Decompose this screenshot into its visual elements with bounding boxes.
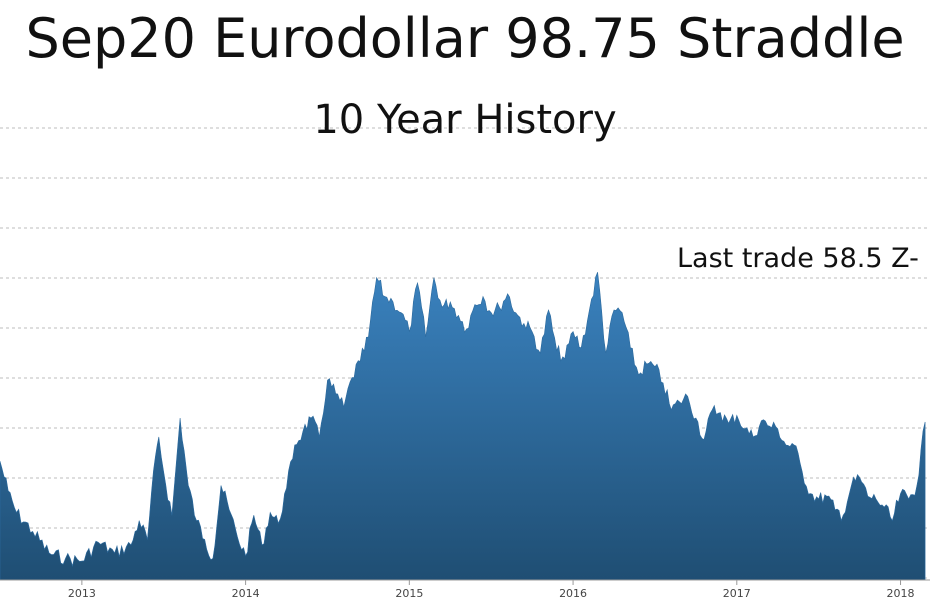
chart-subtitle: 10 Year History — [313, 97, 617, 143]
x-tick-label: 2014 — [232, 587, 260, 600]
x-tick-label: 2016 — [559, 587, 587, 600]
x-axis: 2013 2014 2015 2016 2017 2018 — [0, 579, 930, 600]
x-tick-label: 2013 — [68, 587, 96, 600]
x-tick-label: 2018 — [887, 587, 915, 600]
last-trade-annotation: Last trade 58.5 Z- — [677, 243, 919, 274]
x-tick-label: 2017 — [723, 587, 751, 600]
series-area-path — [0, 272, 926, 581]
chart-title: Sep20 Eurodollar 98.75 Straddle — [25, 7, 905, 70]
series-area — [0, 272, 926, 581]
x-tick-label: 2015 — [395, 587, 423, 600]
